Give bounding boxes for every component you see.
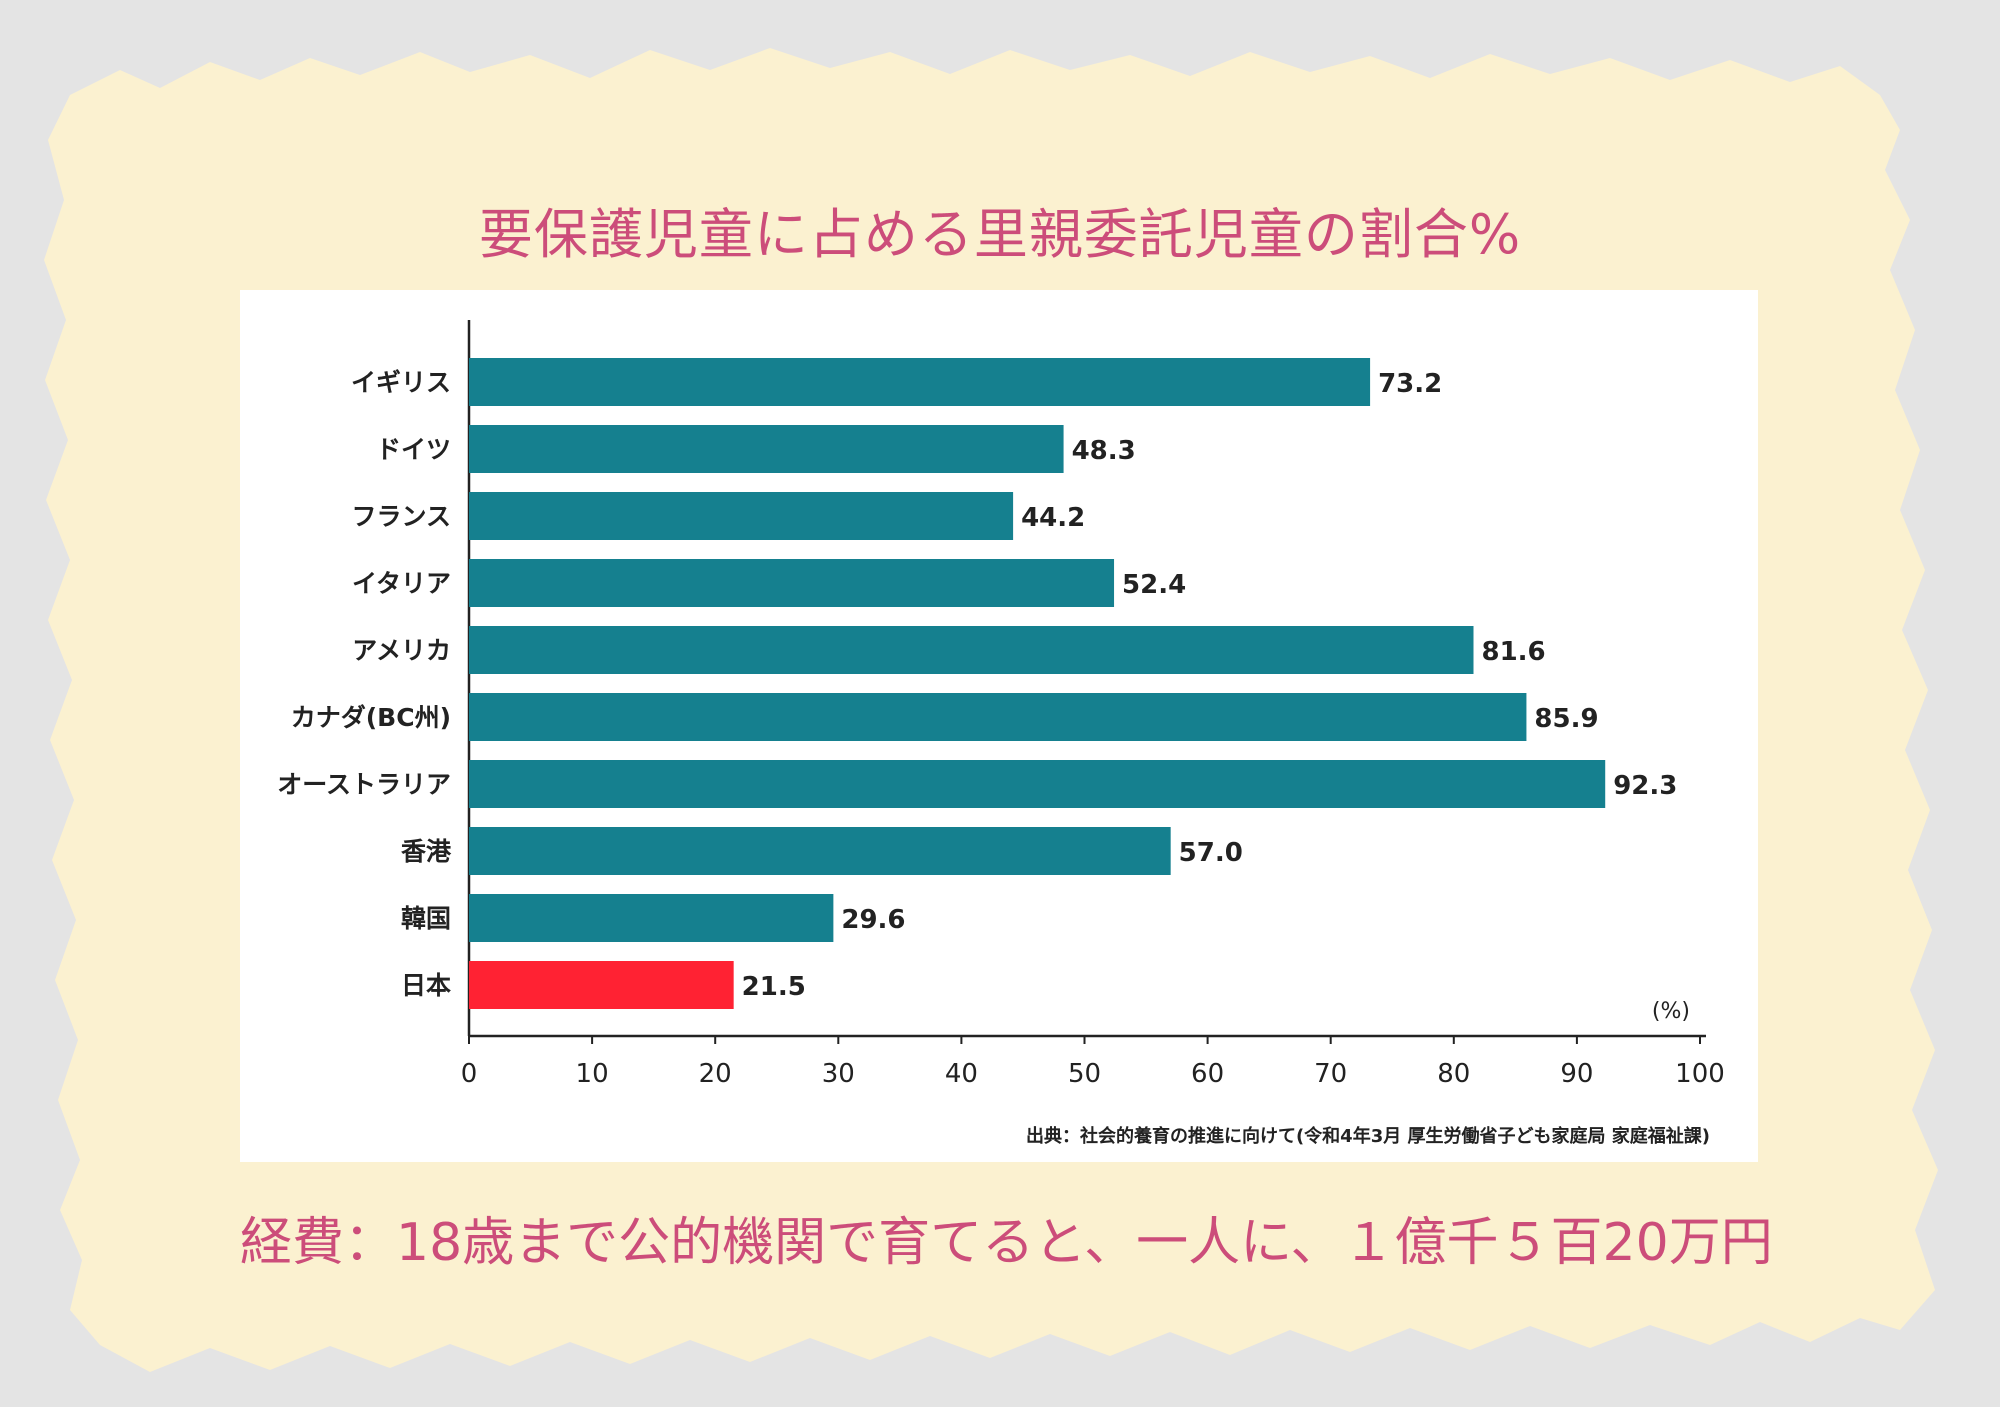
value-label-2: 44.2 (1021, 503, 1085, 533)
value-label-0: 73.2 (1378, 369, 1442, 399)
bar-9 (469, 961, 734, 1009)
value-label-7: 57.0 (1179, 838, 1243, 868)
x-tick-label-7: 70 (1314, 1059, 1347, 1089)
bar-8 (469, 894, 834, 942)
x-tick-label-5: 50 (1068, 1059, 1101, 1089)
value-label-5: 85.9 (1534, 704, 1598, 734)
category-label-7: 香港 (401, 837, 452, 866)
x-tick-label-3: 30 (822, 1059, 855, 1089)
value-label-1: 48.3 (1072, 436, 1136, 466)
bar-4 (469, 626, 1474, 674)
category-label-4: アメリカ (352, 636, 451, 665)
chart-card: イギリス 73.2 ドイツ 48.3 フランス 44.2 イタリア 52.4 アメリカ 81.6 カ… (240, 290, 1758, 1162)
x-tick-label-6: 60 (1191, 1059, 1224, 1089)
bar-3 (469, 559, 1115, 607)
category-label-3: イタリア (352, 569, 451, 598)
category-label-2: フランス (351, 502, 451, 531)
source-label: 出典：社会的養育の推進に向けて(令和4年3月 厚生労働省子ども家庭局 家庭福祉課… (1026, 1125, 1710, 1147)
bar-6 (469, 760, 1606, 808)
x-tick-label-10: 100 (1675, 1059, 1725, 1089)
category-label-6: オーストラリア (277, 770, 451, 799)
x-tick-label-9: 90 (1560, 1059, 1593, 1089)
bar-chart: イギリス 73.2 ドイツ 48.3 フランス 44.2 イタリア 52.4 アメリカ 81.6 カ… (277, 320, 1725, 1147)
category-label-5: カナダ(BC州) (291, 703, 451, 732)
bar-2 (469, 492, 1014, 540)
bar-0 (469, 358, 1371, 406)
bar-7 (469, 827, 1171, 875)
value-label-4: 81.6 (1481, 637, 1545, 667)
value-label-3: 52.4 (1122, 570, 1186, 600)
bar-5 (469, 693, 1527, 741)
value-label-8: 29.6 (841, 905, 905, 935)
category-label-9: 日本 (401, 971, 451, 1000)
category-label-8: 韓国 (401, 904, 451, 933)
page-title: 要保護児童に占める里親委託児童の割合% (478, 203, 1522, 266)
category-label-0: イギリス (351, 368, 451, 397)
x-tick-label-8: 80 (1437, 1059, 1470, 1089)
cost-note: 経費：18歳まで公的機関で育てると、一人に、１億千５百20万円 (240, 1213, 1773, 1273)
bar-1 (469, 425, 1064, 473)
x-tick-label-0: 0 (461, 1059, 478, 1089)
value-label-6: 92.3 (1613, 771, 1677, 801)
category-label-1: ドイツ (376, 435, 451, 464)
x-tick-label-2: 20 (699, 1059, 732, 1089)
x-tick-label-4: 40 (945, 1059, 978, 1089)
unit-label: (%) (1652, 999, 1690, 1024)
value-label-9: 21.5 (742, 972, 806, 1002)
x-tick-label-1: 10 (576, 1059, 609, 1089)
